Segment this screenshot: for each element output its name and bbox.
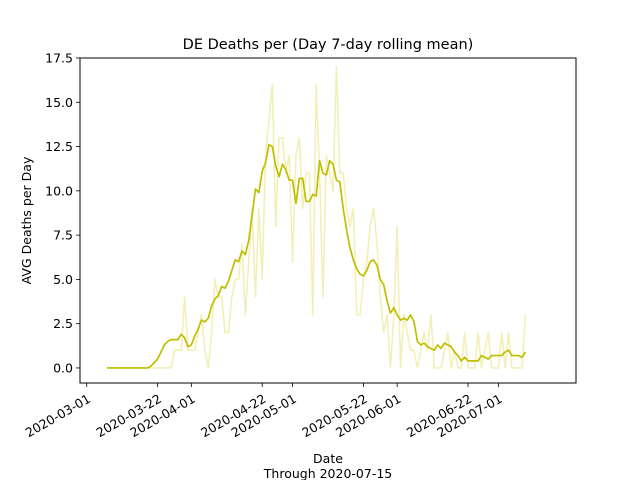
x-tick-label: 2020-03-01 <box>23 391 93 440</box>
y-tick-label: 0.0 <box>53 360 73 375</box>
y-tick-label: 2.5 <box>53 316 73 331</box>
y-tick-label: 15.0 <box>45 95 73 110</box>
y-tick-label: 10.0 <box>45 183 73 198</box>
series-line-rolling <box>106 143 527 369</box>
y-tick-label: 7.5 <box>53 228 73 243</box>
plot-area <box>106 66 527 369</box>
y-axis: 0.0 2.5 5.0 7.5 10.0 12.5 15.0 17.5 <box>45 51 80 375</box>
plot-frame <box>79 57 577 384</box>
y-tick-label: 12.5 <box>45 139 73 154</box>
y-tick-label: 5.0 <box>53 272 73 287</box>
series-line-daily <box>106 66 527 369</box>
x-axis-label: Date <box>313 451 343 466</box>
x-axis-sublabel: Through 2020-07-15 <box>263 466 392 480</box>
chart-title: DE Deaths per (Day 7-day rolling mean) <box>183 37 474 53</box>
y-axis-label: AVG Deaths per Day <box>19 156 34 284</box>
y-tick-label: 17.5 <box>45 51 73 66</box>
